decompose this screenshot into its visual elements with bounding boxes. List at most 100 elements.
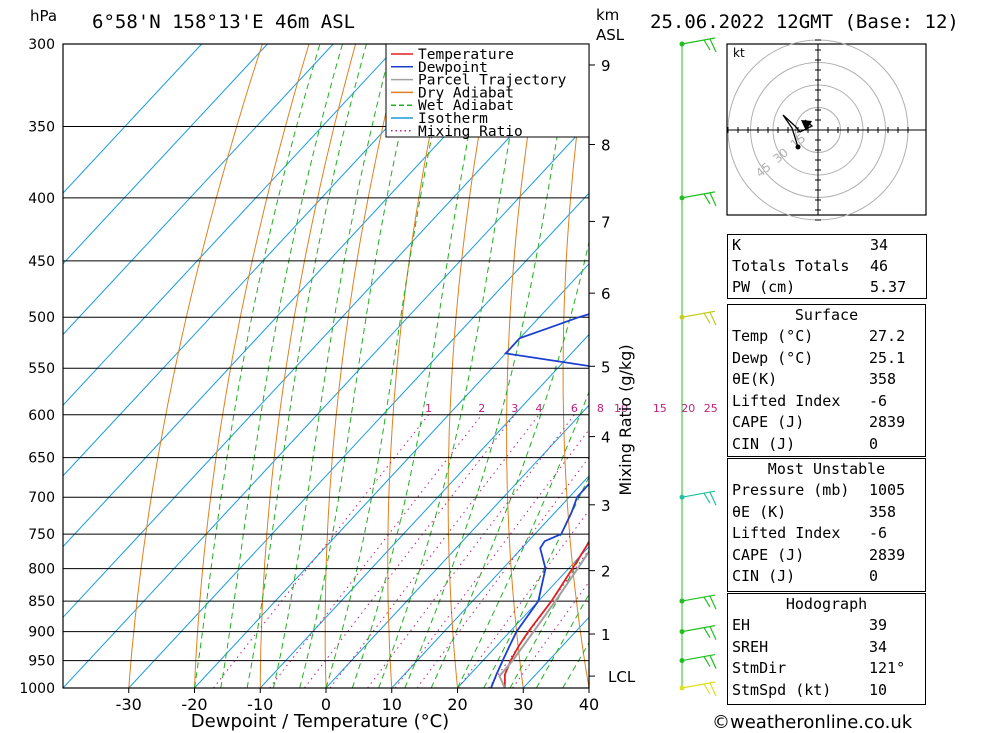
wind-barb (681, 653, 717, 669)
legend-entry: Parcel Trajectory (418, 73, 567, 89)
km-tick-label: 7 (601, 213, 611, 231)
isotherm-line (194, 263, 589, 688)
mixing-ratio-line (394, 428, 589, 688)
legend-entry: Temperature (418, 47, 514, 63)
hodograph-title: Hodograph (785, 595, 868, 613)
pressure-tick-label: 650 (28, 451, 55, 467)
pressure-tick-label: 800 (28, 562, 55, 578)
isotherm-line (63, 44, 203, 194)
index-row: K 34 (728, 235, 927, 257)
index-label: PW (cm) (732, 278, 796, 296)
hpa-unit-label: hPa (30, 7, 57, 25)
x-axis-label: Dewpoint / Temperature (°C) (191, 711, 449, 732)
mixing-ratio-line (213, 414, 429, 688)
temperature-tick-label: -10 (247, 695, 273, 714)
surface-title: Surface (794, 306, 859, 324)
wind-barb (681, 37, 717, 53)
dry-adiabat-line (915, 44, 1000, 688)
mixing-ratio-line (329, 414, 540, 688)
hodograph-row: EH 39 (728, 615, 925, 637)
wind-barb (681, 191, 717, 207)
legend-entry: Dry Adiabat (418, 85, 514, 101)
mixing-ratio-lines (213, 414, 589, 688)
most-unstable-value: 358 (869, 502, 897, 521)
index-row: Totals Totals 46 (728, 256, 927, 277)
km-unit-label: km (596, 6, 619, 24)
isotherm-line (325, 404, 589, 688)
pressure-tick-label: 750 (28, 527, 55, 543)
temperature-tick-labels: -30 -20 -10 0 10 20 30 40 (116, 688, 599, 714)
hodograph-label: StmSpd (kt) (732, 680, 832, 699)
hodograph-end-dot (795, 144, 801, 150)
isotherm-line (63, 44, 466, 477)
surface-value: 358 (869, 370, 897, 389)
surface-label: Lifted Index (732, 391, 841, 410)
most-unstable-value: -6 (869, 524, 888, 543)
wind-barb (681, 594, 717, 610)
pressure-tick-label: 500 (28, 310, 55, 326)
hodograph-value: 121° (869, 659, 906, 678)
pressure-tick-label: 700 (28, 490, 55, 506)
legend-entry: Dewpoint (418, 60, 488, 76)
pressure-tick-label: 350 (28, 119, 55, 135)
wet-adiabat-line (430, 240, 589, 688)
date-label: 25.06.2022 12GMT (Base: 12) (650, 11, 959, 33)
mixing-ratio-line (304, 414, 516, 688)
mixing-ratio-line (367, 414, 575, 688)
pressure-tick-labels: 300 350 400 450 500 550 600 650 700 750 800 850 900 9… (19, 37, 55, 697)
hodograph-unit-label: kt (733, 46, 745, 60)
pressure-tick-label: 550 (28, 361, 55, 377)
most-unstable-label: Lifted Index (732, 524, 841, 543)
surface-row: Temp (°C) 27.2 (728, 326, 925, 348)
hodograph-value: 34 (869, 637, 888, 656)
dry-adiabat-line (962, 44, 1000, 688)
temperature-tick-label: -30 (116, 695, 142, 714)
km-tick-label: 2 (601, 563, 611, 581)
surface-label: Dewp (°C) (732, 348, 814, 367)
isotherm-line (63, 44, 334, 336)
hodograph-row: SREH 34 (728, 637, 925, 659)
surface-value: -6 (869, 391, 888, 410)
dry-adiabat-line (506, 44, 543, 688)
lcl-label: LCL (608, 668, 636, 686)
pressure-tick-label: 950 (28, 654, 55, 670)
mixing-ratio-label: 2 (478, 402, 485, 415)
wind-profile (679, 37, 717, 697)
indices-table: K 34 Totals Totals 46 PW (cm) 5.37 (727, 234, 927, 299)
km-tick-label: 8 (601, 136, 611, 154)
surface-label: CAPE (J) (732, 413, 805, 432)
index-value: 34 (870, 236, 889, 254)
mixing-ratio-label: 20 (681, 402, 695, 415)
km-tick-label: 6 (601, 285, 611, 303)
surface-box: Surface Temp (°C) 27.2 Dewp (°C) 25.1 θE(K) 3… (727, 304, 926, 457)
surface-row: CIN (J) 0 (728, 434, 925, 456)
wet-adiabat-line (246, 44, 367, 688)
wind-barb (681, 490, 717, 506)
legend-entry: Mixing Ratio (418, 124, 523, 140)
profile-series (490, 44, 589, 688)
location-label: 6°58'N 158°13'E 46m ASL (92, 11, 355, 33)
surface-value: 0 (869, 434, 879, 453)
pressure-tick-label: 400 (28, 191, 55, 207)
isotherm-line (63, 121, 589, 688)
mixing-ratio-label: 4 (535, 402, 542, 415)
temperature-tick-label: 10 (382, 695, 402, 714)
temperature-tick-label: 40 (579, 695, 599, 714)
dry-adiabat-line (671, 44, 721, 688)
surface-row: CAPE (J) 2839 (728, 412, 925, 434)
temperature-tick-label: -20 (181, 695, 207, 714)
mixing-ratio-label: 6 (571, 402, 578, 415)
wind-barb (681, 681, 717, 697)
km-tick-label: 5 (601, 358, 611, 376)
mixing-ratio-labels: 1 2 3 4 6 8 10 15 20 25 (425, 402, 718, 415)
series-parcel-trajectory-line (498, 549, 589, 688)
mixing-ratio-label: 1 (425, 402, 432, 415)
most-unstable-title: Most Unstable (767, 460, 886, 478)
wet-adiabat-line (483, 475, 589, 688)
index-value: 5.37 (870, 278, 907, 296)
wet-adiabat-line (509, 539, 589, 688)
surface-row: θE(K) 358 (728, 369, 925, 391)
hodograph-label: StmDir (732, 659, 787, 678)
